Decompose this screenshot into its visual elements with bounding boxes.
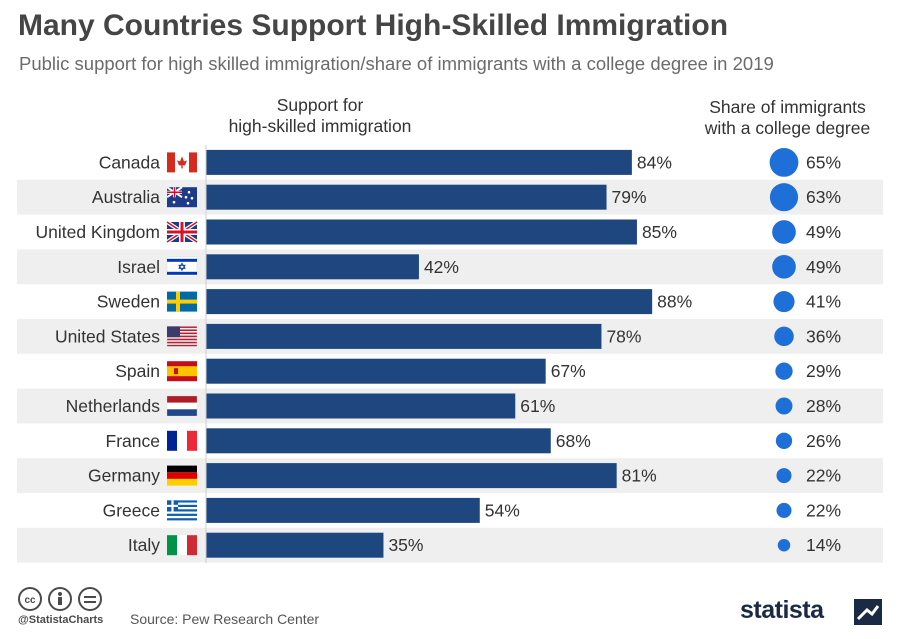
sweden-flag (167, 291, 197, 312)
degree-bubble (776, 502, 792, 518)
chart-title: Many Countries Support High-Skilled Immi… (18, 9, 729, 42)
degree-value-label: 36% (806, 326, 841, 346)
attribution-icon (48, 587, 72, 611)
support-bar (206, 289, 653, 315)
svg-text:cc: cc (24, 595, 36, 606)
degree-bubble (776, 468, 792, 484)
degree-bubble (777, 538, 791, 552)
country-label: Sweden (97, 292, 160, 312)
degree-bubble (774, 326, 794, 347)
degree-value-label: 41% (806, 292, 841, 312)
support-value-label: 88% (657, 292, 692, 312)
support-bar (206, 532, 384, 558)
usa-flag (166, 326, 198, 347)
country-label: United Kingdom (35, 222, 160, 242)
support-bar (206, 254, 419, 280)
cc-icon: cc (18, 587, 42, 611)
support-bar (206, 149, 632, 175)
support-value-label: 35% (388, 535, 423, 555)
support-bar (206, 219, 637, 245)
support-value-label: 42% (424, 257, 459, 277)
source-note: Source: Pew Research Center (130, 611, 320, 627)
country-label: Spain (115, 361, 160, 381)
degree-column-header: Share of immigrants with a college degre… (675, 97, 900, 139)
degree-header-line2: with a college degree (704, 118, 871, 138)
degree-value-label: 49% (806, 222, 841, 242)
support-header-line1: Support for (276, 95, 364, 115)
degree-value-label: 22% (806, 466, 841, 486)
degree-bubble (775, 362, 793, 380)
row-stripe (17, 249, 883, 285)
canada-flag (167, 152, 197, 173)
country-label: Germany (88, 466, 160, 486)
support-value-label: 84% (637, 152, 672, 172)
degree-header-line1: Share of immigrants (709, 97, 866, 117)
row-stripe (17, 527, 883, 563)
country-label: Australia (92, 187, 160, 207)
degree-value-label: 29% (806, 361, 841, 381)
statista-handle: @StatistaCharts (18, 614, 104, 626)
spain-flag (167, 361, 197, 382)
degree-value-label: 26% (806, 431, 841, 451)
support-value-label: 68% (556, 431, 591, 451)
country-label: Israel (117, 257, 160, 277)
country-label: Greece (103, 500, 160, 520)
support-bar (206, 393, 516, 419)
degree-bubble (769, 183, 799, 212)
germany-flag (167, 465, 197, 486)
support-column-header: Support for high-skilled immigration (195, 95, 445, 137)
uk-flag (165, 220, 199, 244)
country-label: United States (55, 326, 160, 346)
france-flag (167, 430, 197, 451)
statista-logo: statista (740, 596, 824, 624)
support-bar (206, 184, 607, 210)
degree-bubble (775, 397, 793, 415)
degree-bubble (769, 148, 799, 177)
country-label: Netherlands (66, 396, 161, 416)
country-label: Italy (128, 535, 160, 555)
support-bar (206, 358, 546, 384)
support-value-label: 79% (612, 187, 647, 207)
degree-value-label: 63% (806, 187, 841, 207)
degree-value-label: 65% (806, 152, 841, 172)
australia-flag (166, 186, 197, 208)
greece-flag (167, 500, 197, 521)
support-value-label: 67% (551, 361, 586, 381)
israel-flag (166, 256, 198, 278)
statista-logo-icon (854, 599, 882, 625)
degree-bubble (773, 291, 795, 313)
support-value-label: 61% (520, 396, 555, 416)
degree-value-label: 28% (806, 396, 841, 416)
italy-flag (167, 535, 197, 556)
country-label: France (106, 431, 160, 451)
country-label: Canada (99, 152, 161, 172)
support-bar (206, 463, 617, 489)
no-derivatives-icon (78, 587, 102, 611)
degree-bubble (772, 254, 796, 279)
degree-bubble (775, 432, 793, 449)
support-bar (206, 323, 602, 349)
support-value-label: 54% (485, 500, 520, 520)
support-bar (206, 497, 480, 523)
chart-subtitle: Public support for high skilled immigrat… (19, 53, 774, 74)
degree-value-label: 22% (806, 500, 841, 520)
support-value-label: 81% (622, 466, 657, 486)
degree-bubble (772, 220, 796, 244)
support-value-label: 85% (642, 222, 677, 242)
degree-value-label: 49% (806, 257, 841, 277)
license-icons: cc (18, 587, 102, 611)
support-bar (206, 428, 551, 454)
degree-value-label: 14% (806, 535, 841, 555)
support-header-line2: high-skilled immigration (228, 116, 412, 136)
netherlands-flag (166, 395, 198, 417)
support-value-label: 78% (606, 326, 641, 346)
